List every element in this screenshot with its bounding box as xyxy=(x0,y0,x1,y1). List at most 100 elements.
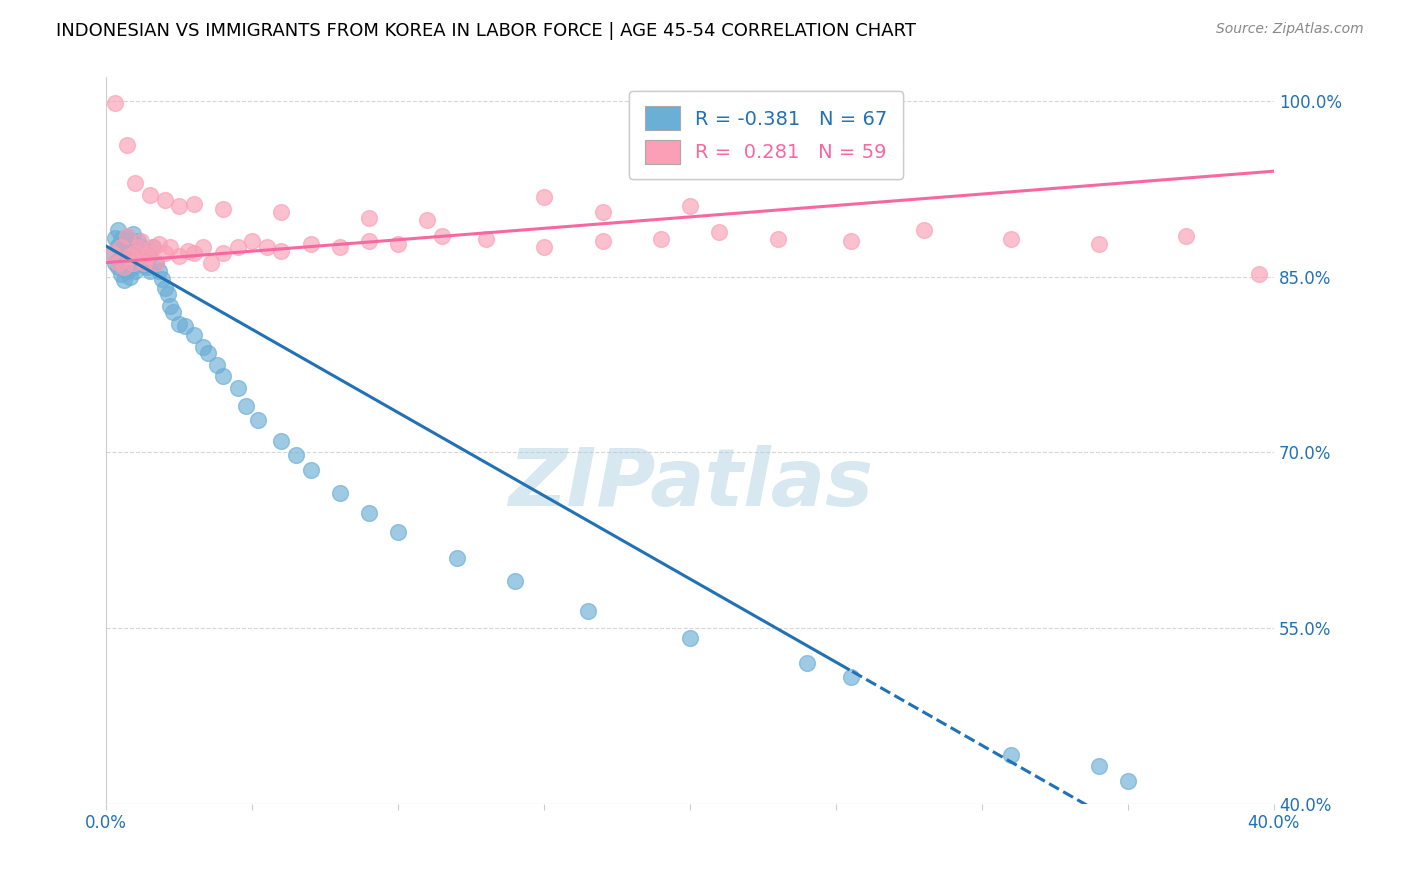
Point xyxy=(153,281,176,295)
Point xyxy=(148,264,170,278)
Point xyxy=(839,235,862,249)
Point xyxy=(104,96,127,111)
Point xyxy=(299,236,322,251)
Point xyxy=(104,231,127,245)
Point xyxy=(533,190,555,204)
Point xyxy=(159,299,181,313)
Point xyxy=(650,232,672,246)
Point xyxy=(270,205,292,219)
Point xyxy=(183,197,205,211)
Point xyxy=(124,176,146,190)
Point xyxy=(150,272,173,286)
Point xyxy=(191,240,214,254)
Point xyxy=(226,381,249,395)
Point xyxy=(136,244,159,258)
Point xyxy=(430,228,453,243)
Point xyxy=(107,255,129,269)
Point xyxy=(270,244,292,258)
Point xyxy=(118,249,141,263)
Text: ZIPatlas: ZIPatlas xyxy=(508,445,873,524)
Point xyxy=(118,269,141,284)
Point xyxy=(285,448,308,462)
Point xyxy=(115,246,138,260)
Point xyxy=(1249,268,1271,282)
Point xyxy=(153,194,176,208)
Point xyxy=(127,235,149,249)
Point xyxy=(1087,236,1109,251)
Point xyxy=(145,255,167,269)
Point xyxy=(112,236,135,251)
Point xyxy=(766,232,789,246)
Point xyxy=(129,255,152,269)
Point xyxy=(270,434,292,448)
Point xyxy=(134,258,156,272)
Point xyxy=(177,244,200,258)
Point xyxy=(387,525,409,540)
Point xyxy=(247,412,270,426)
Point xyxy=(416,213,439,227)
Point xyxy=(240,235,263,249)
Point xyxy=(205,358,228,372)
Point xyxy=(1000,747,1022,762)
Point xyxy=(148,236,170,251)
Point xyxy=(299,463,322,477)
Point xyxy=(124,246,146,260)
Point xyxy=(796,657,818,671)
Point xyxy=(533,240,555,254)
Point xyxy=(134,246,156,260)
Point xyxy=(127,252,149,266)
Point xyxy=(145,255,167,269)
Point xyxy=(679,631,702,645)
Point xyxy=(112,273,135,287)
Text: INDONESIAN VS IMMIGRANTS FROM KOREA IN LABOR FORCE | AGE 45-54 CORRELATION CHART: INDONESIAN VS IMMIGRANTS FROM KOREA IN L… xyxy=(56,22,917,40)
Point xyxy=(121,260,143,275)
Point xyxy=(115,229,138,244)
Point xyxy=(124,249,146,263)
Point xyxy=(112,255,135,269)
Point xyxy=(124,236,146,251)
Point xyxy=(159,240,181,254)
Point xyxy=(576,604,599,618)
Point xyxy=(118,235,141,249)
Point xyxy=(115,264,138,278)
Point xyxy=(121,244,143,258)
Point xyxy=(167,317,190,331)
Point xyxy=(167,249,190,263)
Point xyxy=(1000,232,1022,246)
Point xyxy=(357,235,380,249)
Point xyxy=(592,235,614,249)
Point xyxy=(474,232,496,246)
Point xyxy=(357,507,380,521)
Point xyxy=(110,268,132,282)
Point xyxy=(357,211,380,225)
Point xyxy=(139,246,162,260)
Point xyxy=(110,240,132,254)
Point xyxy=(446,550,468,565)
Point xyxy=(142,240,165,254)
Point xyxy=(503,574,526,589)
Point xyxy=(212,246,235,260)
Point xyxy=(174,318,197,333)
Point xyxy=(183,328,205,343)
Point xyxy=(709,225,731,239)
Point xyxy=(156,287,179,301)
Point xyxy=(1175,228,1198,243)
Point xyxy=(162,305,184,319)
Point xyxy=(183,246,205,260)
Point xyxy=(107,223,129,237)
Point xyxy=(212,202,235,216)
Point xyxy=(167,199,190,213)
Point xyxy=(112,260,135,275)
Point xyxy=(136,249,159,263)
Point xyxy=(129,235,152,249)
Point xyxy=(107,239,129,253)
Point xyxy=(197,346,219,360)
Point xyxy=(256,240,278,254)
Point xyxy=(101,246,124,260)
Legend: R = -0.381   N = 67, R =  0.281   N = 59: R = -0.381 N = 67, R = 0.281 N = 59 xyxy=(628,91,903,179)
Text: Source: ZipAtlas.com: Source: ZipAtlas.com xyxy=(1216,22,1364,37)
Point xyxy=(124,264,146,278)
Point xyxy=(136,260,159,275)
Point xyxy=(839,670,862,684)
Point xyxy=(134,255,156,269)
